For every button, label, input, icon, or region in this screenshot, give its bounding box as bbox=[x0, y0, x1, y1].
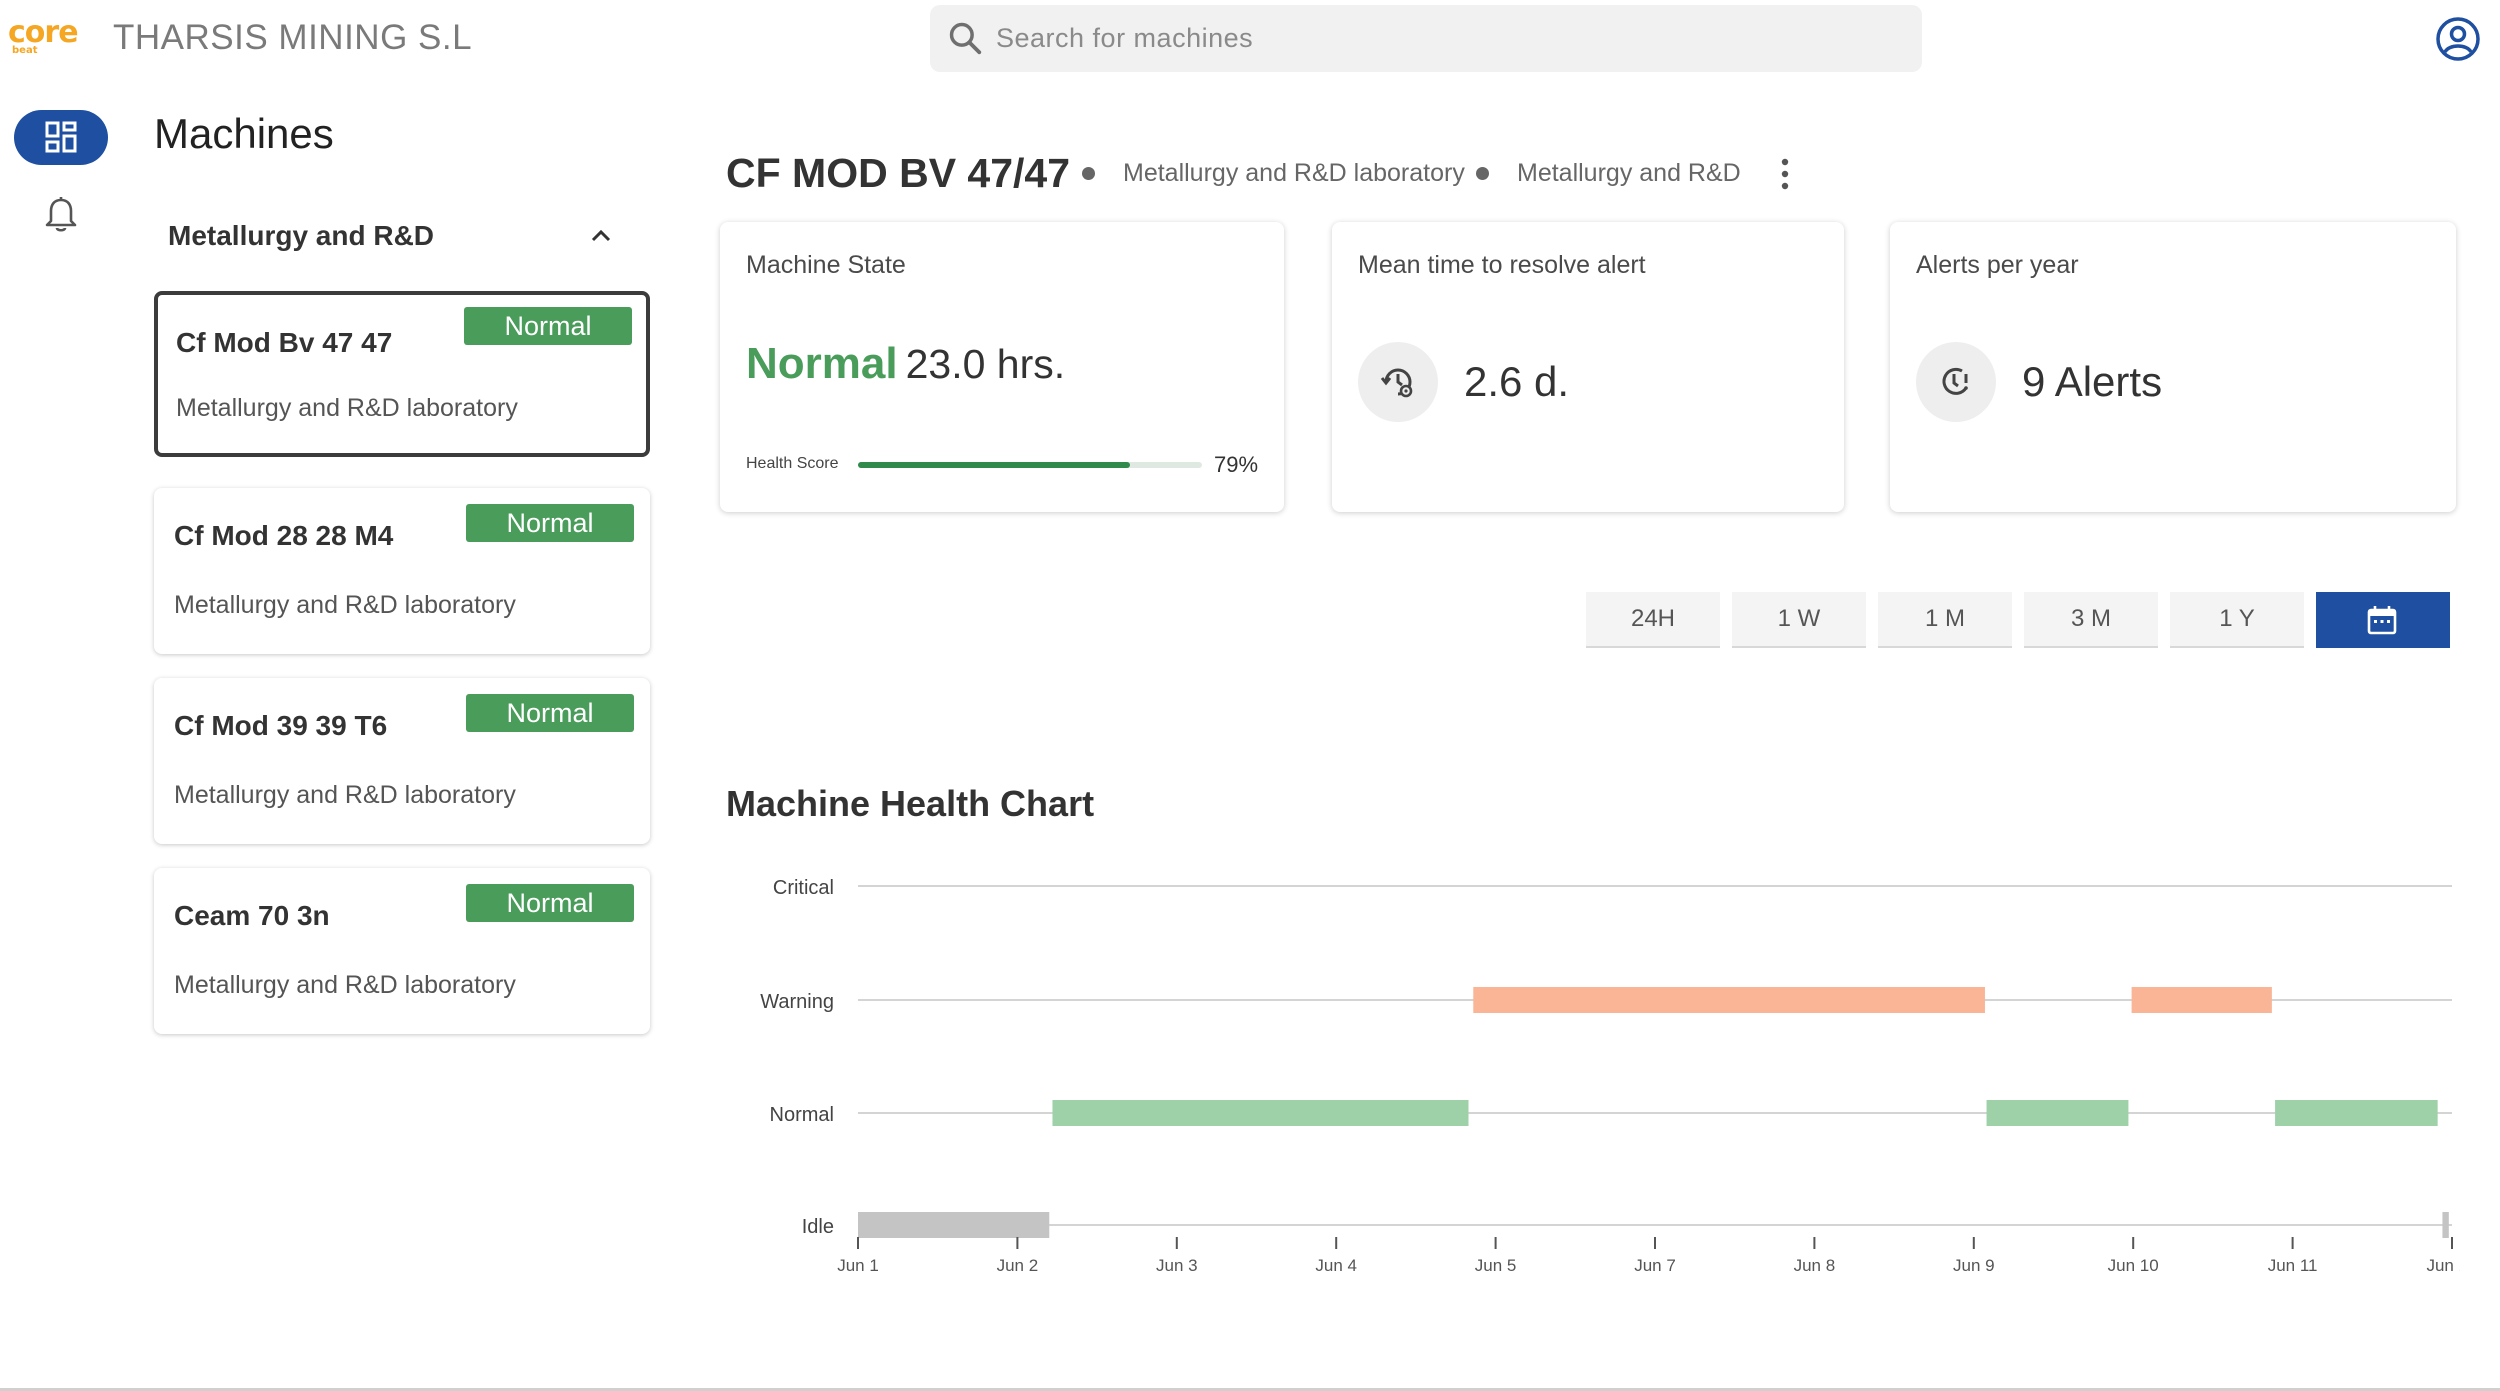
x-tick-label: Jun 10 bbox=[2108, 1256, 2159, 1275]
x-tick-label: Jun 1 bbox=[837, 1256, 879, 1275]
x-tick-label: Jun 7 bbox=[1634, 1256, 1676, 1275]
health-score-value: 79% bbox=[1214, 452, 1259, 477]
machine-location: Metallurgy and R&D laboratory bbox=[174, 971, 516, 999]
state-duration: 23.0 hrs. bbox=[905, 341, 1066, 387]
y-tick-label: Critical bbox=[773, 877, 834, 899]
machine-card[interactable]: Cf Mod 39 39 T6 Normal Metallurgy and R&… bbox=[154, 678, 650, 844]
status-badge: Normal bbox=[466, 884, 634, 922]
state-value: Normal 23.0 hrs. bbox=[746, 334, 1065, 404]
x-tick-label: Jun 11 bbox=[2268, 1256, 2318, 1275]
range-24h-button[interactable]: 24H bbox=[1586, 592, 1720, 648]
status-badge: Normal bbox=[466, 504, 634, 542]
machines-title: Machines bbox=[154, 110, 334, 157]
status-badge: Normal bbox=[464, 307, 632, 345]
mttr-icon-wrap bbox=[1358, 342, 1438, 422]
alerts-value: 9 Alerts bbox=[2022, 358, 2163, 405]
segment-idle bbox=[858, 1212, 1050, 1238]
logo-subtext: beat bbox=[12, 45, 38, 56]
machine-state-card: Machine State Normal 23.0 hrs. Health Sco… bbox=[720, 222, 1284, 512]
machine-name: Ceam 70 3n bbox=[174, 900, 330, 931]
search-bar[interactable]: Search for machines bbox=[930, 5, 1922, 72]
breadcrumb-separator bbox=[1476, 167, 1489, 180]
more-vert-icon[interactable] bbox=[1774, 156, 1796, 192]
logo: core beat bbox=[8, 15, 79, 62]
search-icon bbox=[949, 22, 982, 55]
card-label: Mean time to resolve alert bbox=[1358, 251, 1646, 279]
group-header[interactable]: Metallurgy and R&D bbox=[168, 214, 623, 258]
logo-text: core bbox=[8, 15, 79, 50]
x-tick-label: Jun 2 bbox=[997, 1256, 1039, 1275]
range-3m-button[interactable]: 3 M bbox=[2024, 592, 2158, 648]
y-tick-label: Idle bbox=[802, 1216, 834, 1238]
calendar-icon bbox=[2367, 606, 2397, 635]
machine-name: Cf Mod Bv 47 47 bbox=[176, 327, 393, 358]
company-name: THARSIS MINING S.L bbox=[113, 18, 473, 57]
y-tick-label: Warning bbox=[760, 991, 834, 1013]
range-1m-button[interactable]: 1 M bbox=[1878, 592, 2012, 648]
nav-dashboard[interactable] bbox=[14, 110, 108, 165]
machine-card-selected[interactable]: Cf Mod Bv 47 47 Normal Metallurgy and R&… bbox=[154, 291, 650, 457]
machine-card[interactable]: Cf Mod 28 28 M4 Normal Metallurgy and R&… bbox=[154, 488, 650, 654]
x-tick-label: Jun 4 bbox=[1315, 1256, 1357, 1275]
machine-card[interactable]: Ceam 70 3n Normal Metallurgy and R&D lab… bbox=[154, 868, 650, 1034]
card-label: Alerts per year bbox=[1916, 251, 2079, 279]
mttr-value: 2.6 d. bbox=[1464, 358, 1570, 405]
x-tick-label: Jun 9 bbox=[1953, 1256, 1995, 1275]
x-tick-label: Jun 5 bbox=[1475, 1256, 1517, 1275]
group-label: Metallurgy and R&D bbox=[168, 220, 435, 251]
dashboard-icon bbox=[45, 121, 77, 153]
breadcrumb-area: Metallurgy and R&D bbox=[1517, 159, 1741, 187]
mttr-card: Mean time to resolve alert 2.6 d. bbox=[1332, 222, 1844, 512]
alerts-card: Alerts per year 9 Alerts bbox=[1890, 222, 2456, 512]
alerts-icon-wrap bbox=[1916, 342, 1996, 422]
health-score-fill bbox=[858, 462, 1130, 468]
bell-icon[interactable] bbox=[44, 196, 78, 234]
account-icon[interactable] bbox=[2434, 15, 2482, 63]
range-1y-button[interactable]: 1 Y bbox=[2170, 592, 2304, 648]
chevron-up-icon[interactable] bbox=[588, 223, 614, 249]
machine-location: Metallurgy and R&D laboratory bbox=[176, 394, 518, 422]
status-badge: Normal bbox=[466, 694, 634, 732]
date-range-button[interactable] bbox=[2316, 592, 2450, 648]
health-score-label: Health Score bbox=[746, 455, 839, 472]
search-input[interactable]: Search for machines bbox=[996, 23, 1254, 53]
breadcrumb-location: Metallurgy and R&D laboratory bbox=[1123, 159, 1465, 187]
divider bbox=[0, 1388, 2500, 1391]
segment-warning bbox=[2131, 987, 2272, 1013]
machine-name: Cf Mod 39 39 T6 bbox=[174, 710, 388, 741]
segment-normal bbox=[2275, 1100, 2438, 1126]
x-tick-label: Jun 8 bbox=[1794, 1256, 1836, 1275]
x-tick-label: Jun 13 bbox=[2426, 1256, 2460, 1275]
machine-location: Metallurgy and R&D laboratory bbox=[174, 591, 516, 619]
segment-idle bbox=[2442, 1212, 2449, 1238]
segment-normal bbox=[1052, 1100, 1469, 1126]
breadcrumb-separator bbox=[1082, 167, 1095, 180]
segment-normal bbox=[1986, 1100, 2129, 1126]
chart-title: Machine Health Chart bbox=[726, 783, 1095, 824]
alert-clock-icon bbox=[1942, 367, 1968, 395]
machine-title: CF MOD BV 47/47 bbox=[726, 150, 1071, 196]
health-score-bar bbox=[858, 462, 1202, 468]
y-tick-label: Normal bbox=[770, 1104, 834, 1126]
state-word: Normal bbox=[746, 339, 898, 388]
segment-warning bbox=[1473, 987, 1985, 1013]
machine-name: Cf Mod 28 28 M4 bbox=[174, 520, 394, 551]
clock-settings-icon bbox=[1380, 368, 1413, 398]
machine-location: Metallurgy and R&D laboratory bbox=[174, 781, 516, 809]
range-1w-button[interactable]: 1 W bbox=[1732, 592, 1866, 648]
card-label: Machine State bbox=[746, 251, 906, 279]
x-tick-label: Jun 3 bbox=[1156, 1256, 1198, 1275]
